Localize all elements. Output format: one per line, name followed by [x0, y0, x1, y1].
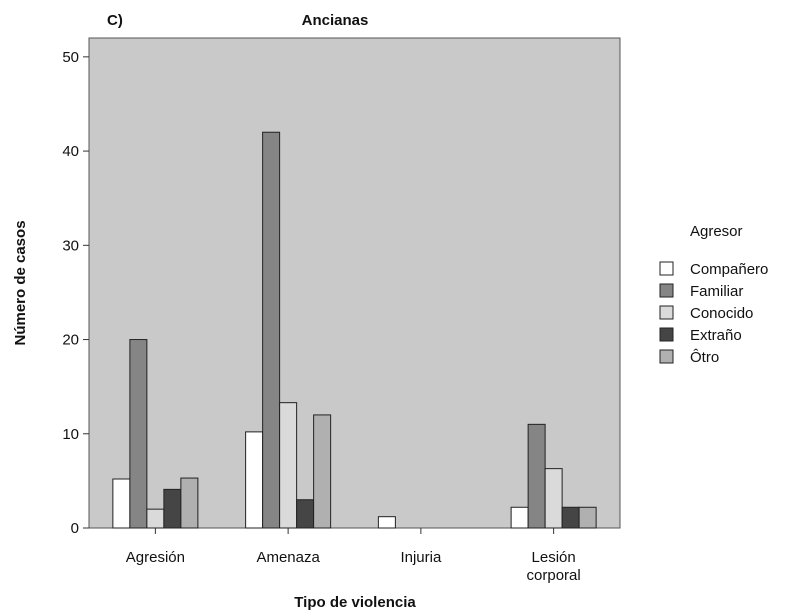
legend-swatch: [659, 349, 674, 364]
legend: Compañero Familiar Conocido Extraño Ôtro: [659, 261, 768, 366]
legend-swatch: [659, 283, 674, 298]
x-axis-title: Tipo de violencia: [294, 594, 416, 611]
bar: [146, 508, 165, 529]
y-tick-label: 10: [62, 426, 79, 443]
bar: [112, 478, 131, 529]
y-tick-label: 20: [62, 332, 79, 349]
legend-title: Agresor: [690, 223, 743, 240]
bars: [112, 131, 597, 529]
x-tick-label: Injuria: [400, 549, 442, 566]
bar: [578, 506, 597, 529]
x-tick-label: Agresión: [126, 549, 185, 566]
legend-label: Ôtro: [690, 349, 719, 366]
bar: [313, 414, 332, 529]
panel-label: C): [107, 12, 123, 29]
y-axis-title: Número de casos: [12, 220, 29, 345]
legend-label: Compañero: [690, 261, 768, 278]
y-tick-label: 50: [62, 49, 79, 66]
bar: [527, 423, 546, 529]
bar: [262, 131, 281, 529]
bar: [163, 488, 182, 529]
chart-title: Ancianas: [302, 12, 369, 29]
x-axis: Agresión Amenaza Injuria Lesión corporal: [126, 528, 581, 584]
x-tick-label: Amenaza: [256, 549, 320, 566]
bar: [561, 506, 580, 529]
y-axis: 0 10 20 30 40 50: [62, 49, 89, 537]
bar: [377, 516, 396, 529]
x-tick-label: Lesión corporal: [527, 549, 581, 584]
y-tick-label: 30: [62, 237, 79, 254]
bar: [544, 468, 563, 529]
legend-swatch: [659, 305, 674, 320]
bar: [245, 431, 264, 529]
legend-label: Conocido: [690, 305, 753, 322]
bar: [129, 339, 148, 529]
y-tick-label: 0: [71, 520, 79, 537]
bar: [279, 402, 298, 529]
bar: [510, 506, 529, 529]
legend-label: Familiar: [690, 283, 743, 300]
legend-label: Extraño: [690, 327, 742, 344]
bar: [180, 477, 199, 529]
legend-swatch: [659, 327, 674, 342]
legend-swatch: [659, 261, 674, 276]
y-tick-label: 40: [62, 143, 79, 160]
bar: [296, 499, 315, 529]
